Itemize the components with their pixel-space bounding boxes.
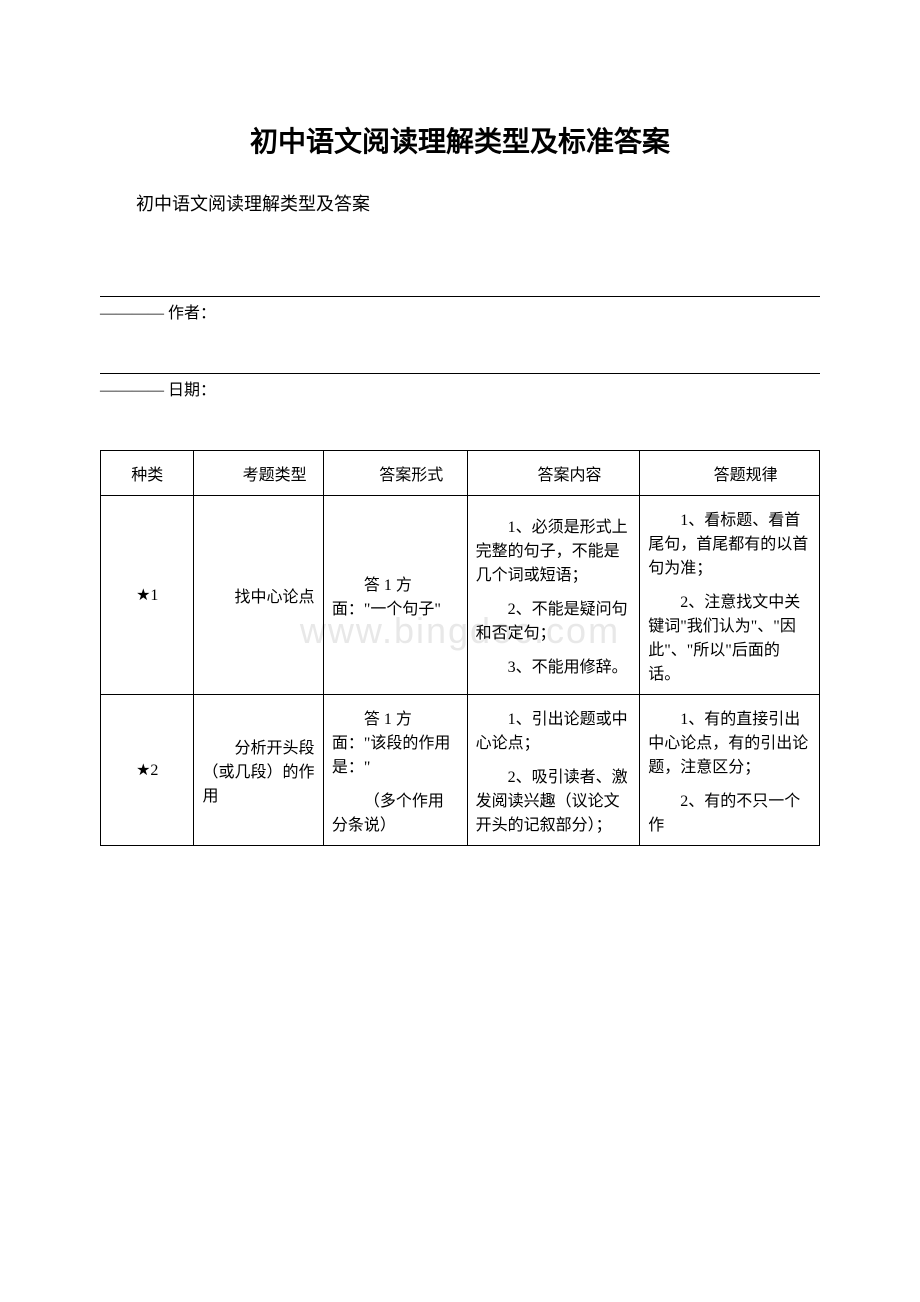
cell-category: ★1 — [101, 496, 194, 695]
table-header-row: 种类 考题类型 答案形式 答案内容 答题规律 — [101, 451, 820, 496]
content-para: 2、不能是疑问句和否定句； — [476, 595, 632, 643]
col-header-answer-content: 答案内容 — [467, 451, 640, 496]
content-para: 1、引出论题或中心论点； — [476, 705, 632, 753]
author-label: ———— 作者： — [100, 299, 820, 323]
rule-para: 1、有的直接引出中心论点，有的引出论题，注意区分； — [648, 705, 811, 777]
rule-para: 2、注意找文中关键词"我们认为"、"因此"、"所以"后面的话。 — [648, 588, 811, 684]
col-header-category: 种类 — [101, 451, 194, 496]
content-para: 3、不能用修辞。 — [476, 653, 632, 677]
cell-answer-form: 答 1 方面："该段的作用是：" （多个作用分条说） — [323, 695, 467, 846]
page-title: 初中语文阅读理解类型及标准答案 — [100, 120, 820, 160]
cell-question-type: 找中心论点 — [194, 496, 323, 695]
content-table: 种类 考题类型 答案形式 答案内容 答题规律 ★1 找中心论点 答 1 方面："… — [100, 450, 820, 846]
col-header-question-type: 考题类型 — [194, 451, 323, 496]
date-line — [100, 373, 820, 374]
cell-answer-rule: 1、有的直接引出中心论点，有的引出论题，注意区分； 2、有的不只一个作 — [640, 695, 820, 846]
author-block: ———— 作者： — [100, 296, 820, 323]
cell-question-type: 分析开头段（或几段）的作用 — [194, 695, 323, 846]
cell-answer-rule: 1、看标题、看首尾句，首尾都有的以首句为准； 2、注意找文中关键词"我们认为"、… — [640, 496, 820, 695]
rule-para: 1、看标题、看首尾句，首尾都有的以首句为准； — [648, 506, 811, 578]
form-para: 答 1 方面："该段的作用是：" — [332, 705, 459, 777]
rule-para: 2、有的不只一个作 — [648, 787, 811, 835]
content-para: 1、必须是形式上完整的句子，不能是几个词或短语； — [476, 513, 632, 585]
cell-category: ★2 — [101, 695, 194, 846]
col-header-answer-form: 答案形式 — [323, 451, 467, 496]
author-line — [100, 296, 820, 297]
content-para: 2、吸引读者、激发阅读兴趣（议论文开头的记叙部分）； — [476, 763, 632, 835]
cell-answer-form: 答 1 方面："一个句子" — [323, 496, 467, 695]
date-label: ———— 日期： — [100, 376, 820, 400]
table-row: ★1 找中心论点 答 1 方面："一个句子" 1、必须是形式上完整的句子，不能是… — [101, 496, 820, 695]
date-block: ———— 日期： — [100, 373, 820, 400]
subtitle: 初中语文阅读理解类型及答案 — [100, 190, 820, 216]
cell-answer-content: 1、必须是形式上完整的句子，不能是几个词或短语； 2、不能是疑问句和否定句； 3… — [467, 496, 640, 695]
col-header-answer-rule: 答题规律 — [640, 451, 820, 496]
form-para: （多个作用分条说） — [332, 787, 459, 835]
cell-answer-content: 1、引出论题或中心论点； 2、吸引读者、激发阅读兴趣（议论文开头的记叙部分）； — [467, 695, 640, 846]
table-row: ★2 分析开头段（或几段）的作用 答 1 方面："该段的作用是：" （多个作用分… — [101, 695, 820, 846]
